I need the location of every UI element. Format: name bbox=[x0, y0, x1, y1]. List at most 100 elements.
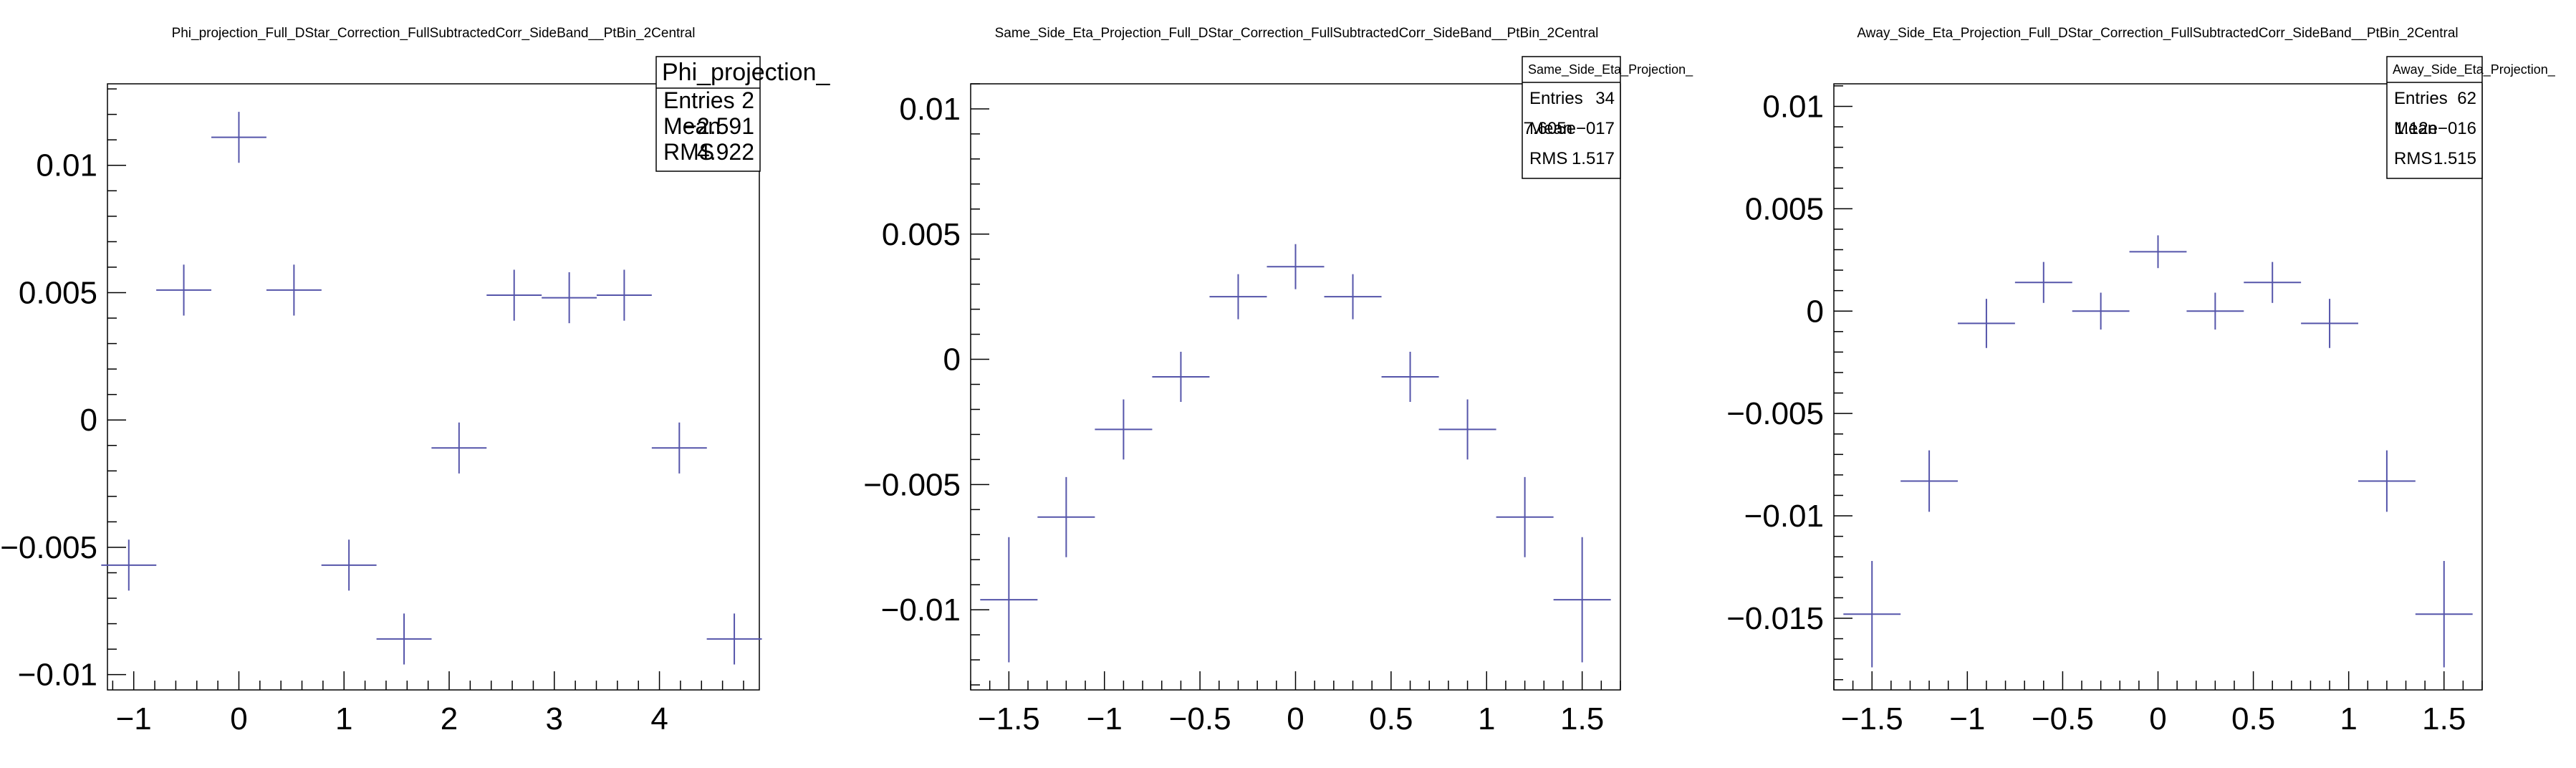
x-tick-label: 3 bbox=[546, 701, 563, 736]
data-point bbox=[266, 264, 322, 316]
chart-panel-3: Away_Side_Eta_Projection_Full_DStar_Corr… bbox=[1726, 26, 2556, 736]
data-point bbox=[1438, 399, 1496, 460]
data-point bbox=[376, 613, 432, 665]
y-tick-label: 0 bbox=[80, 403, 97, 438]
stats-box-frame bbox=[2386, 56, 2483, 179]
stats-label: RMS bbox=[1529, 149, 1567, 168]
stats-value: 34 bbox=[1595, 89, 1615, 108]
y-tick-label: 0.005 bbox=[1745, 191, 1824, 226]
data-point bbox=[1267, 244, 1325, 289]
data-point bbox=[596, 269, 652, 321]
data-point bbox=[651, 422, 707, 474]
data-point bbox=[211, 112, 266, 163]
x-tick-label: 0 bbox=[2149, 701, 2166, 736]
data-point bbox=[2014, 261, 2072, 303]
chart-panel-1: Phi_projection_Full_DStar_Correction_Ful… bbox=[0, 26, 830, 736]
stats-value: 62 bbox=[2457, 89, 2476, 108]
data-point bbox=[1152, 352, 1210, 402]
y-tick-label: −0.01 bbox=[1744, 499, 1824, 534]
y-tick-label: 0.01 bbox=[899, 92, 961, 127]
stats-value: −2.591 bbox=[683, 113, 754, 139]
data-point bbox=[156, 264, 212, 316]
x-tick-label: 1.5 bbox=[1560, 701, 1604, 736]
stats-value: 7.605e−017 bbox=[1524, 119, 1615, 138]
data-point bbox=[1324, 274, 1382, 320]
stats-value: 1.517 bbox=[1572, 149, 1615, 168]
x-tick-label: 1 bbox=[335, 701, 352, 736]
data-point bbox=[486, 269, 542, 321]
data-point bbox=[101, 539, 157, 591]
stats-label: RMS bbox=[2394, 149, 2432, 168]
chart-title: Away_Side_Eta_Projection_Full_DStar_Corr… bbox=[1857, 26, 2458, 41]
x-tick-label: 1.5 bbox=[2422, 701, 2466, 736]
x-tick-label: −0.5 bbox=[2032, 701, 2094, 736]
data-point bbox=[1209, 274, 1267, 320]
y-tick-label: 0.01 bbox=[1762, 89, 1824, 124]
data-point bbox=[2415, 560, 2473, 668]
stats-value: 1.515 bbox=[2433, 149, 2476, 168]
data-point bbox=[542, 272, 597, 324]
chart-panel-2: Same_Side_Eta_Projection_Full_DStar_Corr… bbox=[863, 26, 1693, 736]
stats-label: Mean bbox=[1529, 119, 1572, 138]
y-tick-label: −0.01 bbox=[18, 658, 97, 693]
y-tick-label: 0 bbox=[943, 342, 961, 378]
stats-label: Entries bbox=[2394, 89, 2448, 108]
data-point bbox=[980, 537, 1038, 663]
x-tick-label: 0 bbox=[1287, 701, 1304, 736]
x-tick-label: 1 bbox=[2340, 701, 2357, 736]
data-point bbox=[1553, 537, 1611, 663]
stats-box: Away_Side_Eta_Projection_Entries 62Mean1.… bbox=[2386, 56, 2556, 179]
stats-box-frame bbox=[1522, 56, 1621, 179]
y-tick-label: 0.01 bbox=[36, 148, 97, 183]
data-point bbox=[1095, 399, 1153, 460]
x-tick-label: 0 bbox=[230, 701, 247, 736]
plot-frame bbox=[107, 83, 760, 691]
x-tick-label: 2 bbox=[441, 701, 458, 736]
stats-box-title: Same_Side_Eta_Projection_ bbox=[1528, 62, 1693, 77]
stats-box-frame bbox=[655, 56, 761, 172]
y-tick-label: −0.005 bbox=[1726, 396, 1824, 431]
stats-label: Mean bbox=[663, 113, 721, 139]
chart-title: Same_Side_Eta_Projection_Full_DStar_Corr… bbox=[995, 26, 1599, 41]
y-tick-label: 0.005 bbox=[882, 217, 961, 252]
stats-value: 1.12e−016 bbox=[2395, 119, 2476, 138]
data-point bbox=[1958, 299, 2015, 348]
x-tick-label: 0.5 bbox=[2231, 701, 2275, 736]
data-point bbox=[431, 422, 487, 474]
stats-box: Phi_projection_Entries 2 Mean−2.591RMS4.92… bbox=[655, 56, 830, 172]
stats-label: RMS bbox=[663, 139, 714, 165]
stats-value: 2 bbox=[741, 87, 754, 113]
data-point bbox=[2129, 235, 2187, 269]
x-tick-label: −1.5 bbox=[1841, 701, 1903, 736]
data-point bbox=[2186, 292, 2244, 330]
x-tick-label: 4 bbox=[650, 701, 668, 736]
y-tick-label: −0.01 bbox=[881, 592, 961, 628]
data-point bbox=[2072, 292, 2130, 330]
stats-box-title: Away_Side_Eta_Projection_ bbox=[2393, 62, 2556, 77]
x-tick-label: −1 bbox=[1087, 701, 1123, 736]
x-tick-label: −0.5 bbox=[1169, 701, 1231, 736]
data-point bbox=[2244, 261, 2302, 303]
y-tick-label: −0.015 bbox=[1726, 601, 1824, 636]
data-point bbox=[321, 539, 377, 591]
stats-label: Mean bbox=[2394, 119, 2437, 138]
data-point bbox=[706, 613, 762, 665]
x-tick-label: −1 bbox=[116, 701, 152, 736]
stats-box: Same_Side_Eta_Projection_ Entries 34 Mean7.… bbox=[1522, 56, 1693, 179]
stats-label: Entries bbox=[663, 87, 735, 113]
stats-box-title: Phi_projection_ bbox=[662, 59, 830, 86]
data-point bbox=[1037, 476, 1095, 557]
x-tick-label: −1 bbox=[1949, 701, 1985, 736]
chart-title: Phi_projection_Full_DStar_Correction_Ful… bbox=[172, 26, 696, 41]
x-tick-label: 1 bbox=[1478, 701, 1495, 736]
x-tick-label: −1.5 bbox=[978, 701, 1040, 736]
data-point bbox=[1381, 352, 1439, 402]
data-point bbox=[1843, 560, 1901, 668]
stats-value: 4.922 bbox=[697, 139, 754, 165]
plot-frame bbox=[1833, 83, 2483, 691]
data-point bbox=[1496, 476, 1554, 557]
data-point bbox=[1900, 450, 1959, 512]
y-tick-label: −0.005 bbox=[0, 530, 97, 565]
data-point bbox=[2301, 299, 2358, 348]
